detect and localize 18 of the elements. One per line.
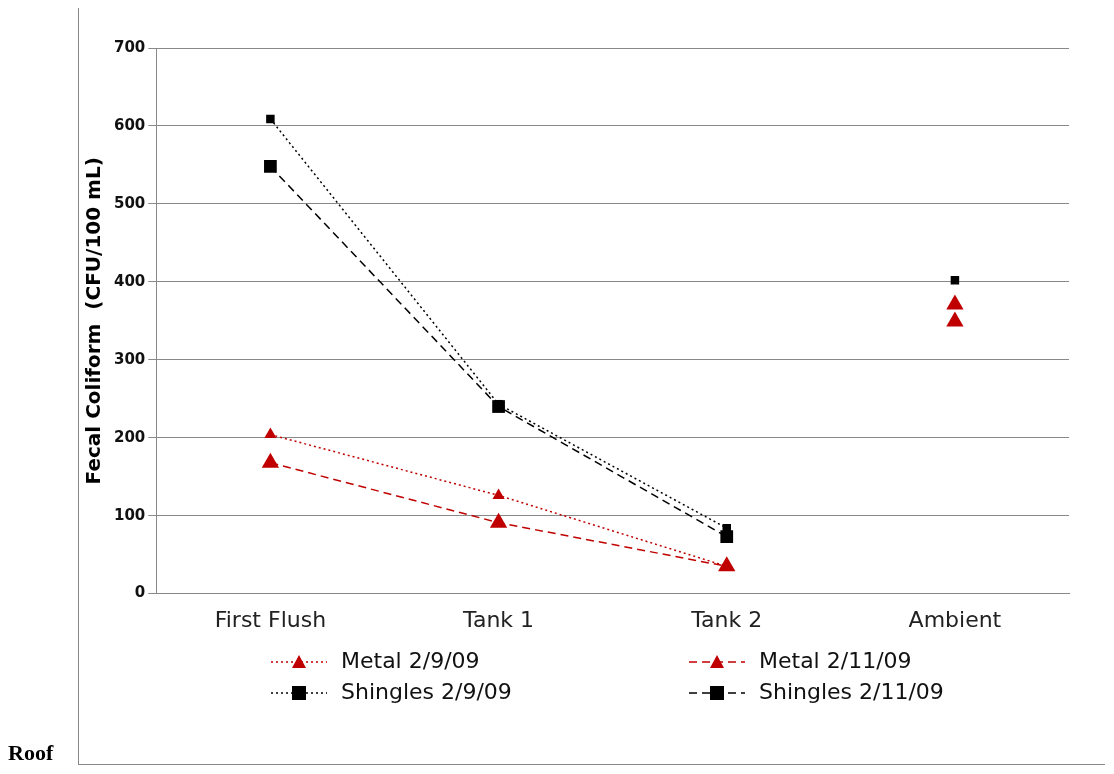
- y-tick-label: 400: [114, 271, 146, 290]
- legend-label: Shingles 2/9/09: [341, 679, 512, 704]
- x-tick-label: Tank 2: [690, 606, 763, 632]
- legend-label: Metal 2/9/09: [341, 648, 480, 673]
- y-tick-label: 600: [114, 115, 146, 134]
- y-axis-title: Fecal Coliform (CFU/100 mL): [81, 157, 106, 485]
- x-tick-label: First Flush: [214, 606, 327, 632]
- legend-label: Metal 2/11/09: [759, 648, 912, 673]
- x-tick-label: Tank 1: [462, 606, 535, 632]
- y-tick-label: 700: [114, 37, 146, 56]
- legend-label: Shingles 2/11/09: [759, 679, 944, 704]
- x-tick-label: Ambient: [908, 606, 1002, 632]
- y-tick-label: 0: [134, 583, 146, 602]
- y-tick-label: 100: [114, 505, 146, 524]
- y-tick-label: 300: [114, 349, 146, 368]
- y-tick-label: 200: [114, 427, 146, 446]
- y-tick-label: 500: [114, 193, 146, 212]
- text: Roof: [8, 740, 54, 766]
